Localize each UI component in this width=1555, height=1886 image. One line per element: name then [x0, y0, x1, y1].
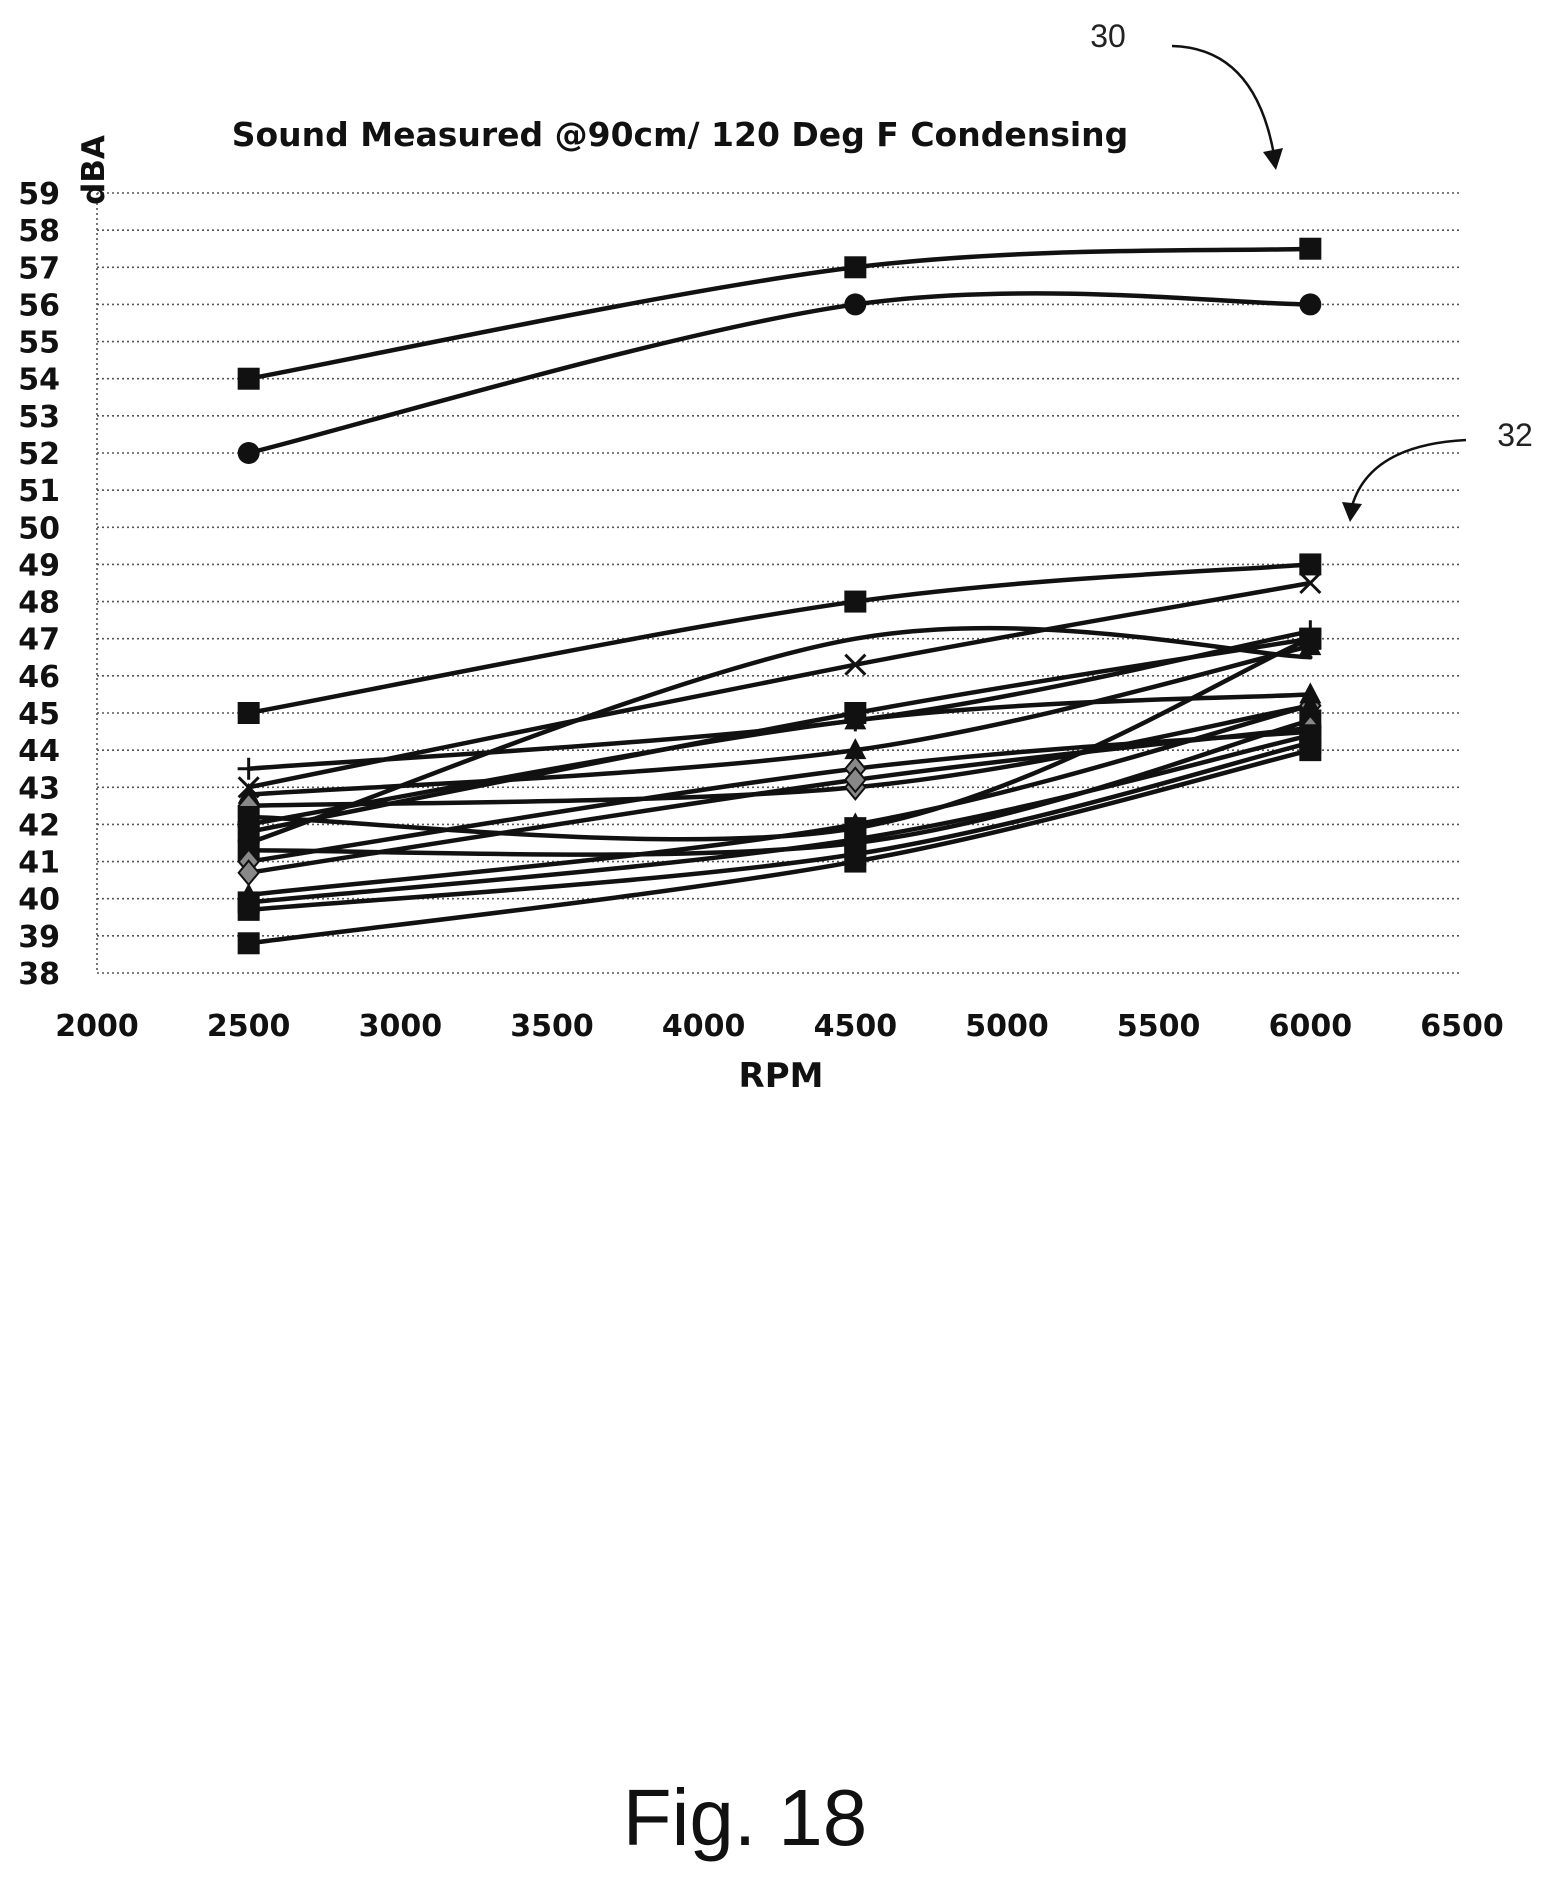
data-point — [844, 702, 867, 724]
figure-caption: Fig. 18 — [623, 1773, 868, 1862]
series-line — [246, 562, 1313, 716]
data-point — [1299, 553, 1322, 576]
series-line — [246, 246, 1313, 381]
data-point — [237, 898, 260, 921]
y-tick-label: 45 — [18, 697, 60, 732]
data-point — [1299, 739, 1322, 762]
x-tick-label: 4500 — [814, 1009, 898, 1044]
y-tick-label: 47 — [18, 623, 60, 658]
data-point — [237, 702, 260, 724]
chart-title: Sound Measured @90cm/ 120 Deg F Condensi… — [232, 115, 1129, 154]
y-tick-label: 42 — [18, 808, 60, 843]
x-tick-label: 6500 — [1420, 1009, 1504, 1044]
series-line — [246, 740, 1313, 913]
data-point — [844, 850, 867, 873]
arrow-30-icon — [1171, 44, 1276, 156]
data-point — [844, 293, 867, 316]
y-tick-label: 58 — [18, 214, 60, 249]
gridlines — [96, 192, 1462, 974]
x-tick-label: 6000 — [1269, 1009, 1353, 1044]
tick-labels: 3839404142434445464748495051525354555657… — [18, 177, 1504, 1044]
y-tick-label: 54 — [18, 363, 60, 398]
data-point — [1299, 237, 1322, 260]
x-axis-label: RPM — [739, 1056, 824, 1096]
y-tick-label: 41 — [18, 846, 60, 881]
y-tick-label: 43 — [18, 771, 60, 806]
data-point — [1299, 293, 1322, 316]
y-tick-label: 53 — [18, 400, 60, 435]
data-markers — [237, 237, 1322, 955]
y-tick-label: 57 — [18, 251, 60, 286]
x-tick-label: 4000 — [662, 1009, 746, 1044]
y-tick-label: 52 — [18, 437, 60, 472]
y-tick-label: 55 — [18, 326, 60, 361]
data-point — [844, 812, 867, 834]
y-tick-label: 51 — [18, 474, 60, 509]
arrowhead-30-icon — [1263, 148, 1283, 170]
y-tick-label: 50 — [18, 511, 60, 546]
x-tick-label: 2000 — [55, 1009, 139, 1044]
series-line — [246, 733, 1313, 905]
x-tick-label: 5500 — [1117, 1009, 1201, 1044]
series-line — [246, 636, 1313, 835]
data-point — [844, 653, 867, 676]
y-axis-label: dBA — [76, 135, 112, 205]
data-point — [844, 256, 867, 279]
data-point — [237, 820, 260, 843]
y-tick-label: 59 — [18, 177, 60, 212]
y-tick-label: 56 — [18, 288, 60, 323]
series-line — [246, 703, 1313, 898]
x-tick-label: 3000 — [359, 1009, 443, 1044]
series-line — [246, 747, 1313, 946]
x-tick-label: 3500 — [510, 1009, 594, 1044]
data-point — [844, 766, 867, 794]
x-tick-label: 2500 — [207, 1009, 291, 1044]
y-tick-label: 40 — [18, 883, 60, 918]
x-tick-label: 5000 — [965, 1009, 1049, 1044]
arrowhead-32-icon — [1342, 502, 1362, 522]
y-tick-label: 38 — [18, 957, 60, 992]
y-tick-label: 39 — [18, 920, 60, 955]
series-line — [246, 643, 1313, 797]
data-point — [237, 367, 260, 390]
y-tick-label: 48 — [18, 586, 60, 621]
data-point — [237, 757, 260, 780]
y-tick-label: 44 — [18, 734, 60, 769]
data-point — [1299, 571, 1322, 595]
data-point — [237, 442, 260, 464]
series-lines — [246, 246, 1313, 946]
series-line — [246, 291, 1313, 456]
data-point — [1299, 627, 1322, 650]
arrow-32-icon — [1350, 438, 1467, 507]
reference-numeral-30: 30 — [1090, 18, 1126, 54]
data-point — [1299, 682, 1322, 704]
data-point — [237, 932, 260, 955]
series-line — [246, 692, 1313, 827]
series-line — [246, 625, 1313, 846]
y-tick-label: 46 — [18, 660, 60, 695]
data-point — [844, 590, 867, 613]
reference-numeral-32: 32 — [1497, 417, 1533, 453]
data-point — [1299, 693, 1322, 715]
data-point — [844, 738, 867, 760]
y-tick-label: 49 — [18, 548, 60, 583]
